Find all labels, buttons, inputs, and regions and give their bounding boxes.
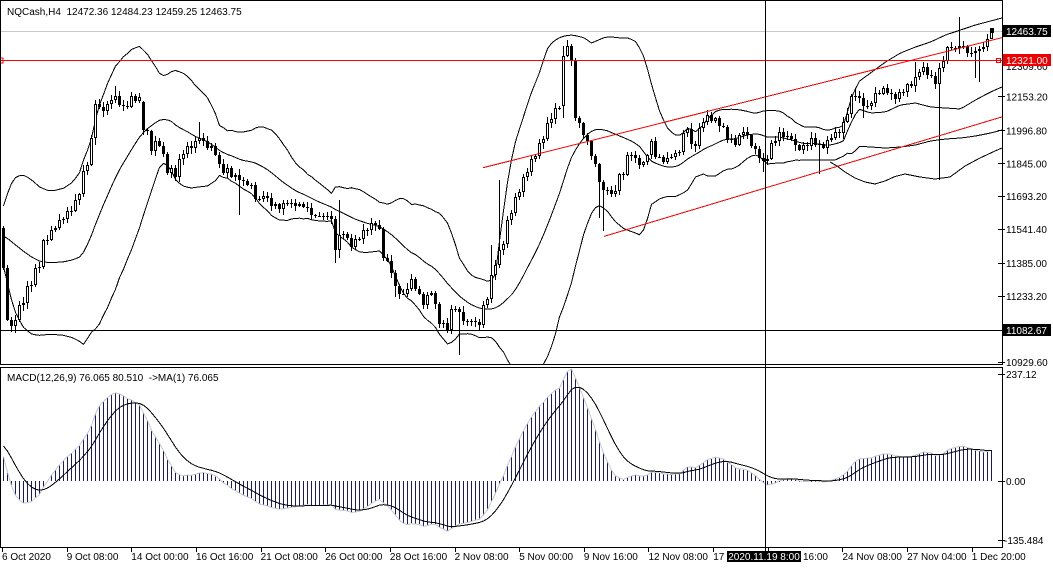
svg-text:-135.484: -135.484 <box>1004 536 1044 547</box>
svg-text:6 Oct 2020: 6 Oct 2020 <box>2 552 51 563</box>
svg-text:11845.00: 11845.00 <box>1006 159 1047 170</box>
svg-text:27 Nov 04:00: 27 Nov 04:00 <box>907 552 967 563</box>
svg-text:12463.75: 12463.75 <box>1006 27 1048 38</box>
svg-text:11385.00: 11385.00 <box>1006 259 1047 270</box>
svg-text:11996.80: 11996.80 <box>1006 126 1047 137</box>
svg-text:14 Oct 00:00: 14 Oct 00:00 <box>131 552 189 563</box>
svg-text:11541.40: 11541.40 <box>1006 225 1047 236</box>
svg-text:21 Oct 08:00: 21 Oct 08:00 <box>261 552 319 563</box>
svg-text:9 Oct 08:00: 9 Oct 08:00 <box>67 552 119 563</box>
svg-text:16 Oct 16:00: 16 Oct 16:00 <box>196 552 254 563</box>
svg-text:12153.20: 12153.20 <box>1006 92 1048 103</box>
svg-text:0.00: 0.00 <box>1006 477 1026 488</box>
svg-text:11693.20: 11693.20 <box>1006 192 1047 203</box>
svg-text:11082.67: 11082.67 <box>1006 326 1047 337</box>
svg-text:NQCash,H4 12472.36 12484.23 1: NQCash,H4 12472.36 12484.23 12459.25 124… <box>7 7 242 18</box>
svg-text:5 Nov 00:00: 5 Nov 00:00 <box>519 552 573 563</box>
svg-text:9 Nov 16:00: 9 Nov 16:00 <box>584 552 638 563</box>
svg-text:11233.20: 11233.20 <box>1006 292 1047 303</box>
svg-text:26 Oct 00:00: 26 Oct 00:00 <box>325 552 383 563</box>
svg-text:12309.60: 12309.60 <box>1006 62 1048 73</box>
svg-text:MACD(12,26,9) 76.065 80.510 -: MACD(12,26,9) 76.065 80.510 ->MA(1) 76.0… <box>7 373 219 384</box>
svg-text:28 Oct 16:00: 28 Oct 16:00 <box>390 552 448 563</box>
svg-text:24 Nov 08:00: 24 Nov 08:00 <box>843 552 903 563</box>
svg-text:237.12: 237.12 <box>1006 370 1037 381</box>
svg-text:1 Dec 20:00: 1 Dec 20:00 <box>972 552 1026 563</box>
svg-text:2020.11.19 8:00: 2020.11.19 8:00 <box>728 552 800 563</box>
svg-text:12 Nov 08:00: 12 Nov 08:00 <box>649 552 709 563</box>
svg-text:2 Nov 08:00: 2 Nov 08:00 <box>455 552 509 563</box>
svg-text:10929.60: 10929.60 <box>1006 358 1048 369</box>
svg-text:12321.00: 12321.00 <box>1006 56 1048 67</box>
